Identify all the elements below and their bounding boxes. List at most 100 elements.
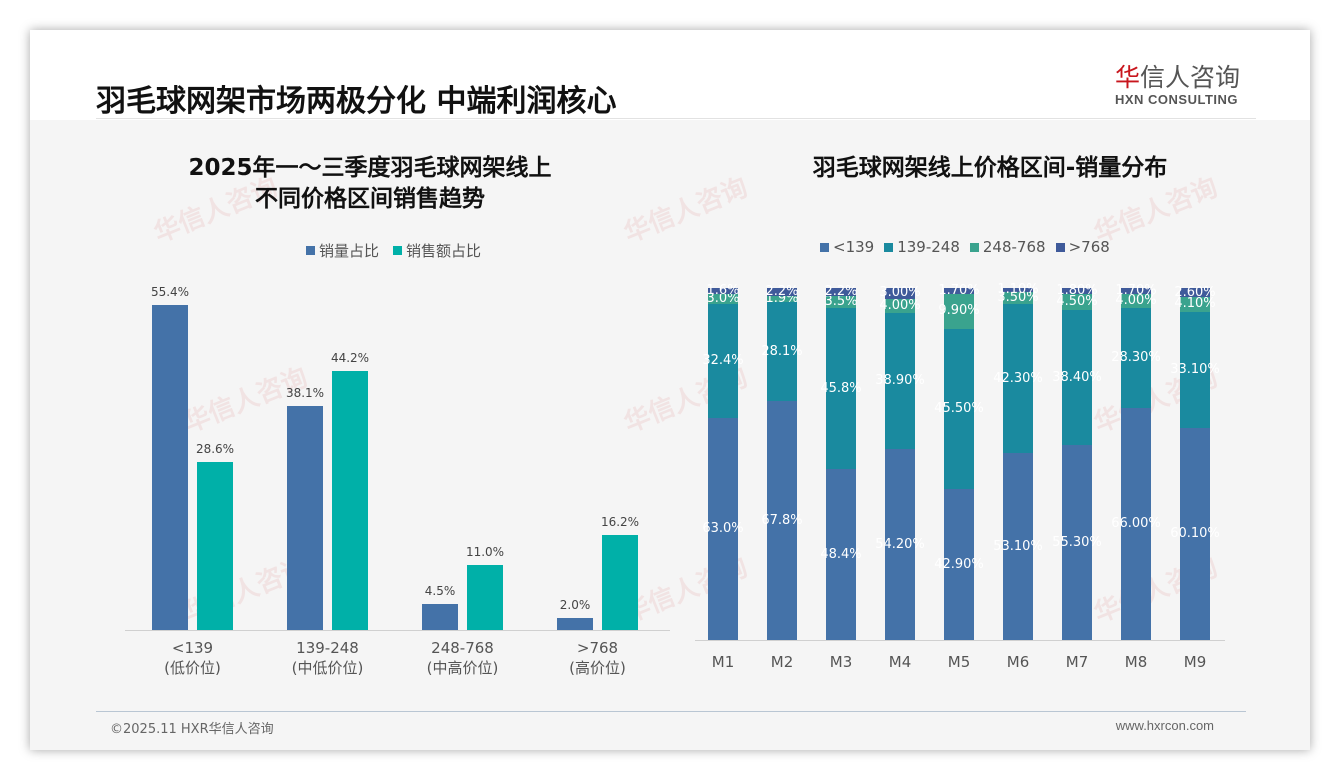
left-chart-legend: 销量占比 销售额占比 — [306, 240, 481, 261]
bar-value-label: 11.0% — [465, 545, 505, 560]
stacked-bar-M1: 63.0% 32.4% 3.0% 1.6% — [702, 283, 744, 640]
x-axis-label: M8 — [1124, 653, 1148, 671]
segment-value-label: 1.10% — [997, 281, 1039, 297]
right-chart-plot: 63.0% 32.4% 3.0% 1.6% M1 67.8% 28.1% 1.9% 2.2% M2… — [695, 282, 1225, 671]
category-label: 139-248 — [296, 639, 359, 657]
segment-value-label: 42.90% — [934, 556, 984, 572]
bar-segment: 60.10% — [1170, 428, 1220, 640]
bar-sales-volume — [152, 305, 188, 630]
left-chart-title: 2025年一～三季度羽毛球网架线上 不同价格区间销售趋势 — [150, 153, 590, 215]
page-title: 羽毛球网架市场两极分化 中端利润核心 — [96, 84, 617, 119]
segment-value-label: 63.0% — [702, 521, 744, 537]
footer-divider — [96, 711, 1246, 712]
segment-value-label: 42.30% — [993, 370, 1043, 386]
bar-segment: 4.00% — [1115, 293, 1157, 309]
legend-label: >768 — [1068, 238, 1110, 256]
legend-label: 248-768 — [982, 238, 1046, 256]
category-label: 248-768 — [431, 639, 494, 657]
bar-segment: 2.60% — [1174, 285, 1215, 300]
bar-segment: 54.20% — [875, 449, 925, 640]
legend-item: >768 — [1055, 238, 1110, 256]
stacked-bar-M2: 67.8% 28.1% 1.9% 2.2% — [761, 284, 803, 640]
bar-segment: 45.50% — [934, 328, 984, 489]
logo-cn-rest: 信人咨询 — [1139, 63, 1240, 92]
stacked-bar-M3: 48.4% 45.8% 3.5% 2.2% — [820, 284, 862, 640]
logo-cn-red: 华 — [1114, 63, 1140, 92]
stacked-bar-M5: 42.90% 45.50% 9.90% 1.70% — [934, 283, 984, 640]
bar-sales-amount — [332, 370, 368, 630]
segment-value-label: 54.20% — [875, 536, 925, 552]
segment-value-label: 45.8% — [820, 380, 862, 396]
bar-segment: 9.90% — [938, 294, 980, 329]
bar-segment: 3.0% — [706, 291, 739, 306]
bar-segment: 4.50% — [1056, 294, 1098, 311]
legend-item: 248-768 — [969, 238, 1046, 256]
x-axis-label: 248-768 (中高价位) — [392, 638, 533, 678]
x-axis-line — [125, 630, 670, 631]
bar-value-label: 55.4% — [150, 285, 190, 299]
segment-value-label: 1.70% — [1115, 283, 1157, 299]
bar-segment: 55.30% — [1052, 445, 1102, 640]
segment-value-label: 1.70% — [938, 283, 980, 299]
legend-item-sales-amount: 销售额占比 — [393, 240, 481, 261]
footer-website[interactable]: www.hxrcon.com — [1115, 718, 1214, 733]
bar-segment: 3.50% — [997, 290, 1038, 305]
category-label: <139 — [171, 639, 214, 657]
bar-segment: 45.8% — [820, 308, 862, 470]
category-sublabel: (低价位) — [164, 659, 221, 677]
legend-swatch-icon — [969, 242, 979, 252]
bar-segment: 3.5% — [824, 294, 857, 309]
segment-value-label: 38.40% — [1052, 369, 1102, 385]
x-axis-label: M3 — [829, 653, 853, 671]
legend-swatch-icon — [393, 246, 403, 255]
legend-label: 销售额占比 — [406, 242, 482, 260]
category-label: >768 — [576, 639, 619, 657]
legend-item: <139 — [820, 238, 874, 256]
x-axis-label: M5 — [947, 653, 971, 671]
bar-sales-volume — [287, 406, 323, 630]
segment-value-label: 32.4% — [702, 353, 744, 369]
logo-en: HXN CONSULTING — [1114, 92, 1239, 107]
stacked-bar-M7: 55.30% 38.40% 4.50% 1.80% — [1052, 283, 1102, 640]
bar-segment: 2.2% — [824, 284, 857, 299]
segment-value-label: 67.8% — [761, 512, 803, 528]
bar-sales-amount — [602, 534, 638, 630]
bar-segment: 28.1% — [761, 302, 803, 402]
x-axis-label: M6 — [1006, 653, 1030, 671]
logo: 华信人咨询 HXN CONSULTING — [1114, 64, 1240, 108]
bar-segment: 38.40% — [1052, 310, 1102, 446]
right-chart-title: 羽毛球网架线上价格区间-销量分布 — [812, 155, 1168, 181]
segment-value-label: 60.10% — [1170, 526, 1220, 542]
bar-segment: 3.00% — [879, 285, 920, 300]
slide: 羽毛球网架市场两极分化 中端利润核心 华信人咨询 HXN CONSULTING … — [30, 30, 1310, 750]
bar-segment: 42.30% — [993, 304, 1043, 454]
segment-value-label: 66.00% — [1111, 515, 1161, 531]
x-axis-label: M1 — [711, 653, 735, 671]
left-chart-title-line2: 不同价格区间销售趋势 — [255, 186, 485, 212]
bar-value-label: 16.2% — [600, 514, 640, 529]
segment-value-label: 1.6% — [706, 282, 740, 298]
bar-segment: 33.10% — [1170, 311, 1220, 429]
bar-sales-amount — [467, 565, 503, 630]
bar-segment: 63.0% — [702, 418, 744, 640]
right-chart-legend: <139 139-248 248-768 >768 — [820, 238, 1110, 256]
legend-label: <139 — [833, 238, 875, 256]
bar-value-label: 2.0% — [559, 598, 591, 613]
logo-cn: 华信人咨询 — [1115, 64, 1240, 92]
bar-segment: 67.8% — [761, 401, 803, 640]
segment-value-label: 55.30% — [1052, 534, 1102, 550]
bar-value-label: 28.6% — [195, 442, 235, 457]
bar-value-label: 38.1% — [285, 386, 325, 401]
segment-value-label: 9.90% — [938, 303, 980, 319]
bar-value-label: 44.2% — [330, 350, 370, 365]
x-axis-label: M9 — [1183, 653, 1207, 671]
bar-sales-volume — [422, 603, 458, 630]
segment-value-label: 3.5% — [824, 293, 858, 309]
segment-value-label: 45.50% — [934, 400, 984, 416]
segment-value-label: 4.00% — [879, 297, 921, 313]
segment-value-label: 48.4% — [820, 546, 862, 562]
legend-swatch-icon — [306, 246, 315, 255]
segment-value-label: 28.30% — [1111, 349, 1161, 365]
legend-item-sales-volume: 销量占比 — [306, 240, 379, 261]
legend-label: 销量占比 — [319, 242, 380, 260]
